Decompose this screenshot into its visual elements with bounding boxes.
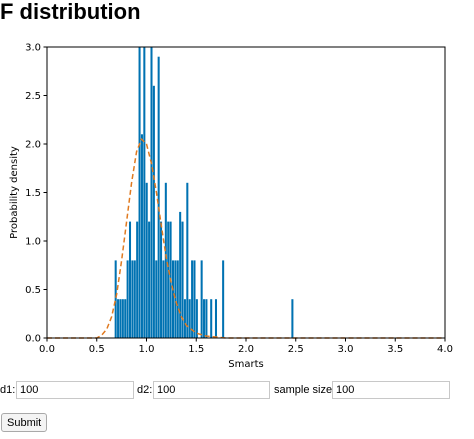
x-tick-label: 4.0 (437, 344, 453, 355)
histogram-bar (155, 260, 158, 338)
histogram-bar (150, 47, 153, 338)
histogram-bar (179, 211, 182, 338)
sample-size-input[interactable] (332, 381, 450, 399)
x-tick-label: 2.5 (288, 344, 304, 355)
histogram-bar (157, 56, 160, 338)
y-tick-label: 2.0 (25, 140, 41, 151)
submit-button[interactable]: Submit (1, 413, 48, 432)
x-tick-label: 1.0 (139, 344, 155, 355)
y-tick-label: 0.0 (25, 334, 41, 345)
histogram-bar (143, 47, 146, 338)
histogram-bar (291, 299, 294, 338)
histogram-bar (148, 221, 151, 338)
d1-input[interactable] (16, 381, 134, 399)
y-tick-label: 3.0 (25, 43, 41, 54)
pdf-curve-line (47, 137, 445, 339)
x-tick-label: 2.0 (238, 344, 254, 355)
histogram-bar (121, 299, 124, 338)
histogram-bar (119, 299, 122, 338)
histogram-bar (167, 221, 170, 338)
plot-frame (46, 46, 446, 339)
histogram-bar (114, 260, 117, 338)
histogram-bar (203, 299, 206, 338)
histogram-bar (195, 299, 198, 338)
histogram-bar (222, 260, 225, 338)
histogram-bar (171, 260, 175, 338)
histogram-bar (191, 260, 194, 338)
x-tick-label: 1.5 (188, 344, 204, 355)
histogram-bar (188, 299, 191, 338)
histogram-bar (117, 299, 120, 338)
histogram-bar (162, 260, 165, 338)
x-axis-label: Smarts (228, 359, 263, 370)
y-tick-label: 1.0 (25, 237, 41, 248)
histogram-bar (174, 260, 177, 338)
d2-label: d2: (137, 384, 153, 396)
y-tick-label: 1.5 (25, 188, 41, 199)
histogram-bar (210, 299, 213, 338)
histogram-bar (126, 260, 129, 338)
histogram-bar (145, 182, 148, 338)
histogram-bar (205, 299, 208, 338)
histogram-bar (200, 260, 203, 338)
y-tick-label: 2.5 (25, 91, 41, 102)
histogram-bar (140, 134, 143, 338)
histogram-bar (133, 260, 136, 338)
d2-input[interactable] (153, 381, 270, 399)
histogram-bar (160, 221, 163, 338)
histogram-bar (183, 299, 186, 338)
sample-size-label: sample size: (274, 384, 336, 396)
x-tick-label: 3.5 (387, 344, 403, 355)
x-tick-label: 0.0 (39, 344, 55, 355)
histogram-bar (193, 260, 196, 338)
d1-label: d1: (0, 384, 16, 396)
histogram-bar (124, 299, 127, 338)
page-title: F distribution (0, 0, 141, 24)
histogram-bar (131, 260, 134, 338)
histogram-bar (164, 182, 167, 338)
histogram-bar (181, 221, 184, 338)
histogram-bar (152, 85, 155, 338)
histogram-chart: 0.0 0.5 1.0 1.5 2.0 2.5 3.0 3.5 4.0 0.0 0.5 1.0 1.5 2… (9, 43, 453, 371)
histogram-bar (136, 221, 139, 338)
histogram-bar (214, 299, 217, 338)
histogram-bar (176, 260, 179, 338)
x-tick-label: 0.5 (89, 344, 105, 355)
y-tick-label: 0.5 (25, 285, 41, 296)
histogram-bar (138, 47, 141, 338)
x-tick-label: 3.0 (338, 344, 354, 355)
axis-ticks: 0.0 0.5 1.0 1.5 2.0 2.5 3.0 3.5 4.0 0.0 0.5 1.0 1.5 2… (25, 43, 453, 356)
histogram-bar (186, 182, 189, 338)
histogram-bar (128, 221, 132, 338)
y-axis-label: Probability density (9, 146, 20, 239)
histogram-bars (114, 47, 294, 338)
